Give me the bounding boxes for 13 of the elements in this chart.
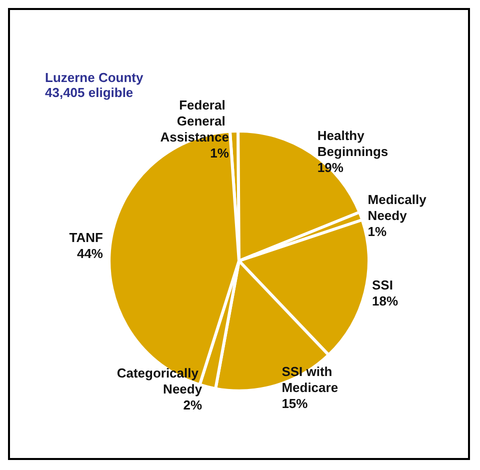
slice-label: TANF: [69, 230, 104, 245]
data-label: 1%: [210, 146, 230, 161]
data-label: 2%: [183, 397, 203, 412]
data-label: 1%: [368, 224, 388, 239]
slice-label: SSI: [372, 277, 393, 292]
chart-subtitle: 43,405 eligible: [45, 85, 134, 100]
slice-label: SSI with Medicare: [282, 364, 338, 395]
chart-title: Luzerne County: [45, 70, 144, 85]
slice-label: Healthy Beginnings: [317, 128, 388, 159]
data-label: 18%: [372, 293, 398, 308]
data-label: 15%: [282, 396, 308, 411]
slice-label: Medically Needy: [368, 192, 430, 223]
data-label: 44%: [76, 246, 104, 261]
